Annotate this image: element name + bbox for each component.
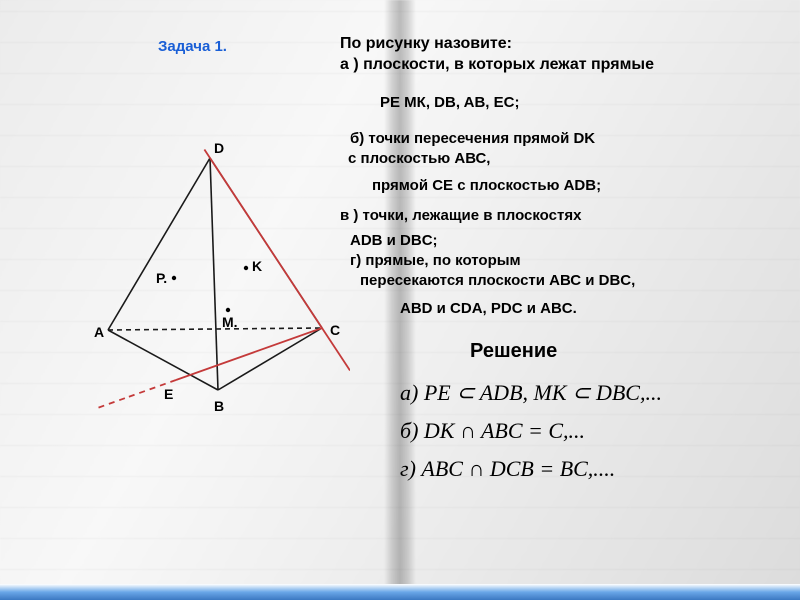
part-g-line3: ABD и CDA, PDC и ABC. <box>400 300 577 317</box>
part-b-line3: прямой СЕ с плоскостью АDB; <box>372 177 601 194</box>
vertex-label-K: K <box>252 258 262 274</box>
formula-g: г) ABC ∩ DCB = BC,.... <box>400 456 615 482</box>
tetrahedron-diagram: A B C D E Р. K М. <box>90 140 350 440</box>
diagram-svg <box>90 140 350 440</box>
intro-line1: По рисунку назовите: <box>340 35 512 52</box>
part-v-line2: АDB и DBC; <box>350 232 438 249</box>
part-g-line2: пересекаются плоскости АВС и DBC, <box>360 272 635 289</box>
vertex-label-D: D <box>214 140 224 156</box>
vertex-label-М: М. <box>222 314 238 330</box>
task-title: Задача 1. <box>158 38 227 55</box>
part-b-line1: б) точки пересечения прямой DK <box>350 130 595 147</box>
vertex-label-Р: Р. <box>156 270 167 286</box>
vertex-label-B: B <box>214 398 224 414</box>
intro-text: По рисунку назовите: а ) плоскости, в ко… <box>340 34 654 76</box>
solution-heading: Решение <box>470 340 557 363</box>
formula-a: а) PE ⊂ ADB, MK ⊂ DBC,... <box>400 380 662 406</box>
formula-b: б) DK ∩ ABC = C,... <box>400 418 585 444</box>
part-v-line1: в ) точки, лежащие в плоскостях <box>340 207 581 224</box>
vertex-label-E: E <box>164 386 173 402</box>
intro-line2: а ) плоскости, в которых лежат прямые <box>340 56 654 73</box>
footer-bar <box>0 584 800 600</box>
part-b-line2: с плоскостью АВС, <box>348 150 490 167</box>
part-a-letters: РЕ МК, DB, AB, EC; <box>380 94 519 111</box>
part-g-line1: г) прямые, по которым <box>350 252 521 269</box>
vertex-label-A: A <box>94 324 104 340</box>
slide-content: Задача 1. По рисунку назовите: а ) плоск… <box>0 0 800 600</box>
vertex-label-C: C <box>330 322 340 338</box>
